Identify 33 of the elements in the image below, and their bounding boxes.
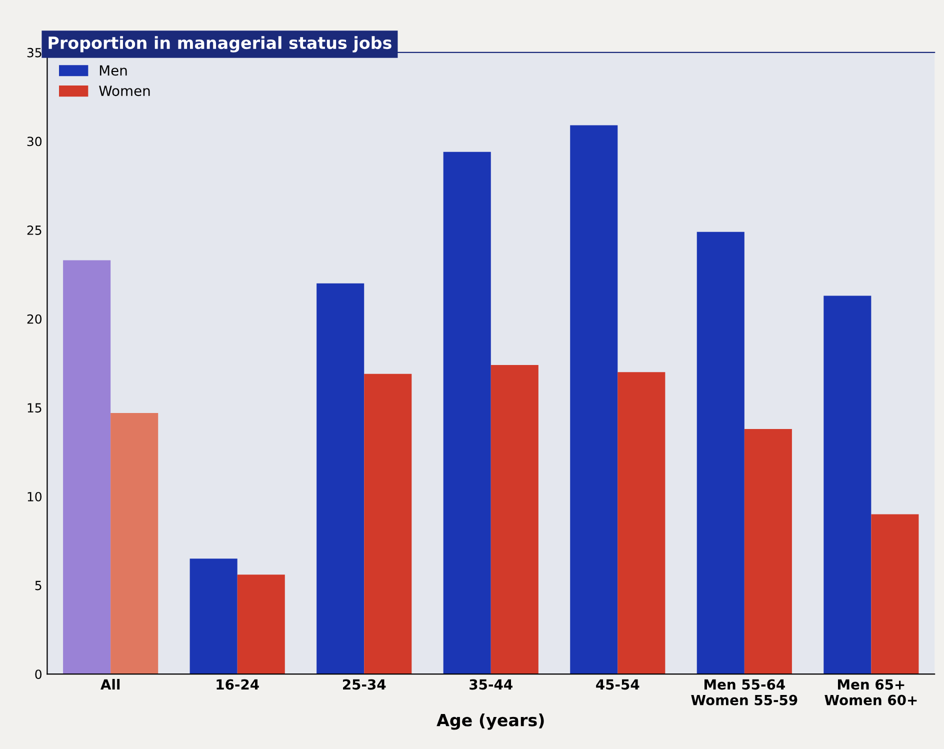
bar: [490, 365, 538, 674]
x-tick-label: Men 55-64 Women 55-59: [691, 679, 798, 706]
bar: [364, 374, 412, 674]
y-tick-label: 0: [35, 670, 42, 680]
bar: [443, 152, 491, 674]
bar: [63, 260, 111, 674]
y-tick-label: 20: [27, 314, 42, 324]
x-axis-title: Age (years): [436, 714, 544, 730]
bar: [871, 514, 919, 674]
bar: [618, 372, 666, 674]
x-tick-label: Men 65+ Women 60+: [824, 679, 917, 706]
bar: [190, 558, 238, 674]
y-tick-label: 10: [28, 492, 42, 502]
bar: [696, 232, 744, 674]
bar: [316, 283, 364, 674]
bar: [237, 574, 285, 674]
legend-label: Women: [99, 86, 150, 96]
legend-label: Men: [100, 65, 127, 76]
x-tick-label: 25-34: [343, 679, 386, 690]
y-tick-label: 30: [27, 136, 42, 146]
chart-title: Proportion in managerial status jobs: [48, 36, 392, 52]
bar: [110, 413, 158, 674]
bar: [570, 125, 618, 674]
x-tick-label: 16-24: [216, 679, 259, 690]
x-tick-label: 45-54: [596, 679, 640, 690]
y-tick-label: 25: [27, 226, 42, 235]
y-tick-label: 35: [27, 48, 42, 58]
bar: [824, 296, 872, 674]
y-tick-label: 15: [28, 403, 42, 413]
y-tick-label: 5: [35, 580, 42, 590]
x-tick-label: 35-44: [470, 679, 512, 690]
bar: [744, 428, 792, 674]
x-tick-label: All: [100, 678, 120, 690]
